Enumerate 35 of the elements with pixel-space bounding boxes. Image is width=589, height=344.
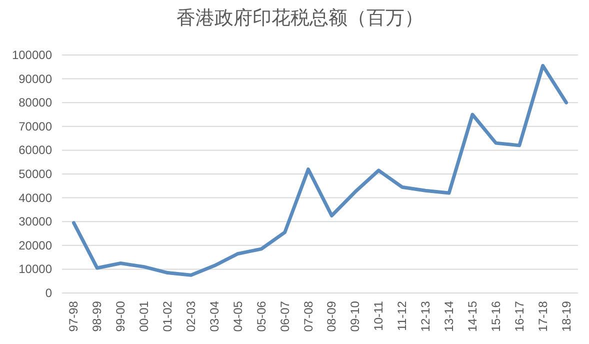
x-tick-label: 11-12 (395, 300, 410, 331)
y-tick-label: 50000 (18, 167, 52, 181)
x-tick-label: 99-00 (114, 300, 128, 332)
y-tick-label: 100000 (12, 48, 52, 62)
x-tick-label: 97-98 (66, 300, 81, 332)
x-tick-label: 98-99 (90, 300, 104, 332)
x-tick-label: 07-08 (301, 300, 316, 332)
y-tick-label: 10000 (18, 262, 52, 276)
x-tick-label: 05-06 (254, 300, 268, 332)
y-tick-label: 70000 (18, 119, 52, 134)
y-tick-label: 60000 (18, 143, 52, 158)
y-tick-label: 40000 (18, 190, 52, 205)
x-tick-label: 06-07 (278, 300, 292, 332)
y-tick-label: 20000 (18, 238, 52, 252)
x-tick-label: 16-17 (512, 300, 526, 332)
x-tick-label: 09-10 (348, 300, 362, 332)
y-tick-label: 90000 (18, 72, 52, 86)
x-tick-label: 10-11 (372, 300, 386, 331)
x-tick-label: 12-13 (418, 300, 433, 332)
x-tick-label: 14-15 (465, 300, 480, 332)
x-tick-label: 00-01 (137, 300, 152, 332)
x-tick-label: 17-18 (536, 300, 550, 332)
y-tick-label: 0 (45, 286, 52, 300)
chart-title: 香港政府印花税总额（百万） (176, 7, 424, 29)
x-tick-label: 02-03 (184, 300, 198, 332)
x-tick-label: 01-02 (160, 300, 175, 332)
x-tick-label: 15-16 (488, 300, 503, 332)
x-tick-label: 04-05 (230, 300, 245, 332)
x-tick-label: 18-19 (559, 300, 574, 332)
y-tick-label: 30000 (18, 214, 52, 229)
x-tick-label: 03-04 (207, 300, 222, 332)
x-tick-label: 08-09 (324, 300, 339, 332)
x-tick-label: 13-14 (442, 300, 456, 332)
line-series (72, 64, 568, 277)
y-tick-label: 80000 (18, 96, 52, 110)
